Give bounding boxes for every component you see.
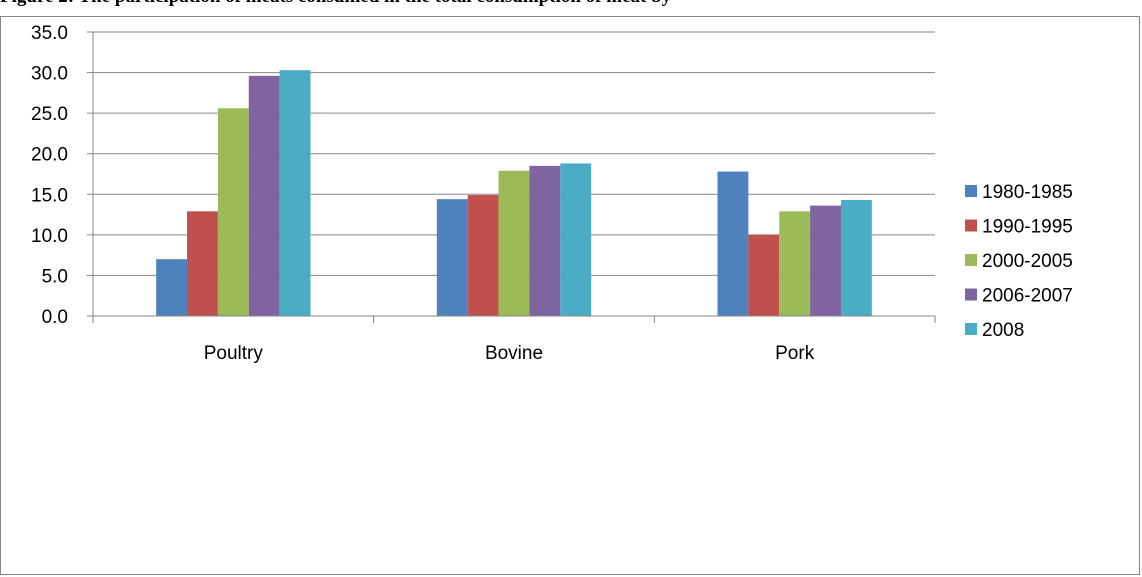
bar-1980-1985-Poultry — [156, 259, 188, 316]
y-tick-label: 10.0 — [31, 226, 68, 247]
bar-1980-1985-Pork — [717, 171, 749, 316]
tick-labels: 0.0 5.0 10.0 15.0 20.0 25.0 30.0 35.0 Poultry Bov… — [31, 23, 815, 364]
bar-1990-1995-Bovine — [467, 195, 499, 316]
bar-2008-Bovine — [560, 163, 592, 316]
chart-frame: 0.0 5.0 10.0 15.0 20.0 25.0 30.0 35.0 Poultry Bov… — [0, 16, 1140, 575]
x-tick-label: Bovine — [485, 343, 543, 364]
bar-2000-2005-Poultry — [217, 108, 249, 316]
bar-2006-2007-Bovine — [529, 165, 561, 316]
y-tick-label: 25.0 — [31, 104, 68, 125]
x-tick-label: Poultry — [204, 343, 264, 364]
axes — [87, 31, 936, 323]
bar-2008-Poultry — [279, 70, 311, 316]
bar-2000-2005-Pork — [779, 211, 811, 316]
y-tick-label: 20.0 — [31, 145, 68, 166]
x-tick-label: Pork — [775, 343, 815, 364]
y-tick-label: 5.0 — [42, 266, 68, 287]
legend-label: 2000-2005 — [982, 251, 1073, 272]
y-tick-label: 30.0 — [31, 64, 68, 85]
bar-chart: 0.0 5.0 10.0 15.0 20.0 25.0 30.0 35.0 Poultry Bov… — [31, 23, 1073, 364]
y-tick-label: 35.0 — [31, 23, 68, 44]
bar-2008-Pork — [840, 199, 872, 316]
bars — [156, 70, 872, 316]
legend-label: 2006-2007 — [982, 286, 1073, 307]
legend-swatch — [965, 288, 977, 301]
legend: 1980-1985 1990-1995 2000-2005 2006-2007 2008 — [965, 182, 1073, 341]
legend-swatch — [965, 254, 977, 266]
legend-swatch — [965, 323, 977, 335]
legend-swatch — [965, 185, 977, 197]
bar-1980-1985-Bovine — [436, 199, 468, 316]
bar-1990-1995-Poultry — [187, 211, 218, 316]
legend-swatch — [965, 219, 977, 232]
legend-label: 2008 — [982, 320, 1024, 341]
bar-2006-2007-Poultry — [248, 75, 280, 316]
bar-2006-2007-Pork — [810, 205, 841, 316]
legend-label: 1980-1985 — [982, 182, 1073, 203]
y-tick-label: 0.0 — [42, 307, 68, 328]
y-tick-label: 15.0 — [31, 185, 68, 206]
bar-2000-2005-Bovine — [498, 170, 530, 316]
bar-1990-1995-Pork — [748, 234, 780, 316]
figure-caption: Figure 2: The participation of meats con… — [0, 0, 671, 8]
legend-label: 1990-1995 — [982, 217, 1073, 238]
